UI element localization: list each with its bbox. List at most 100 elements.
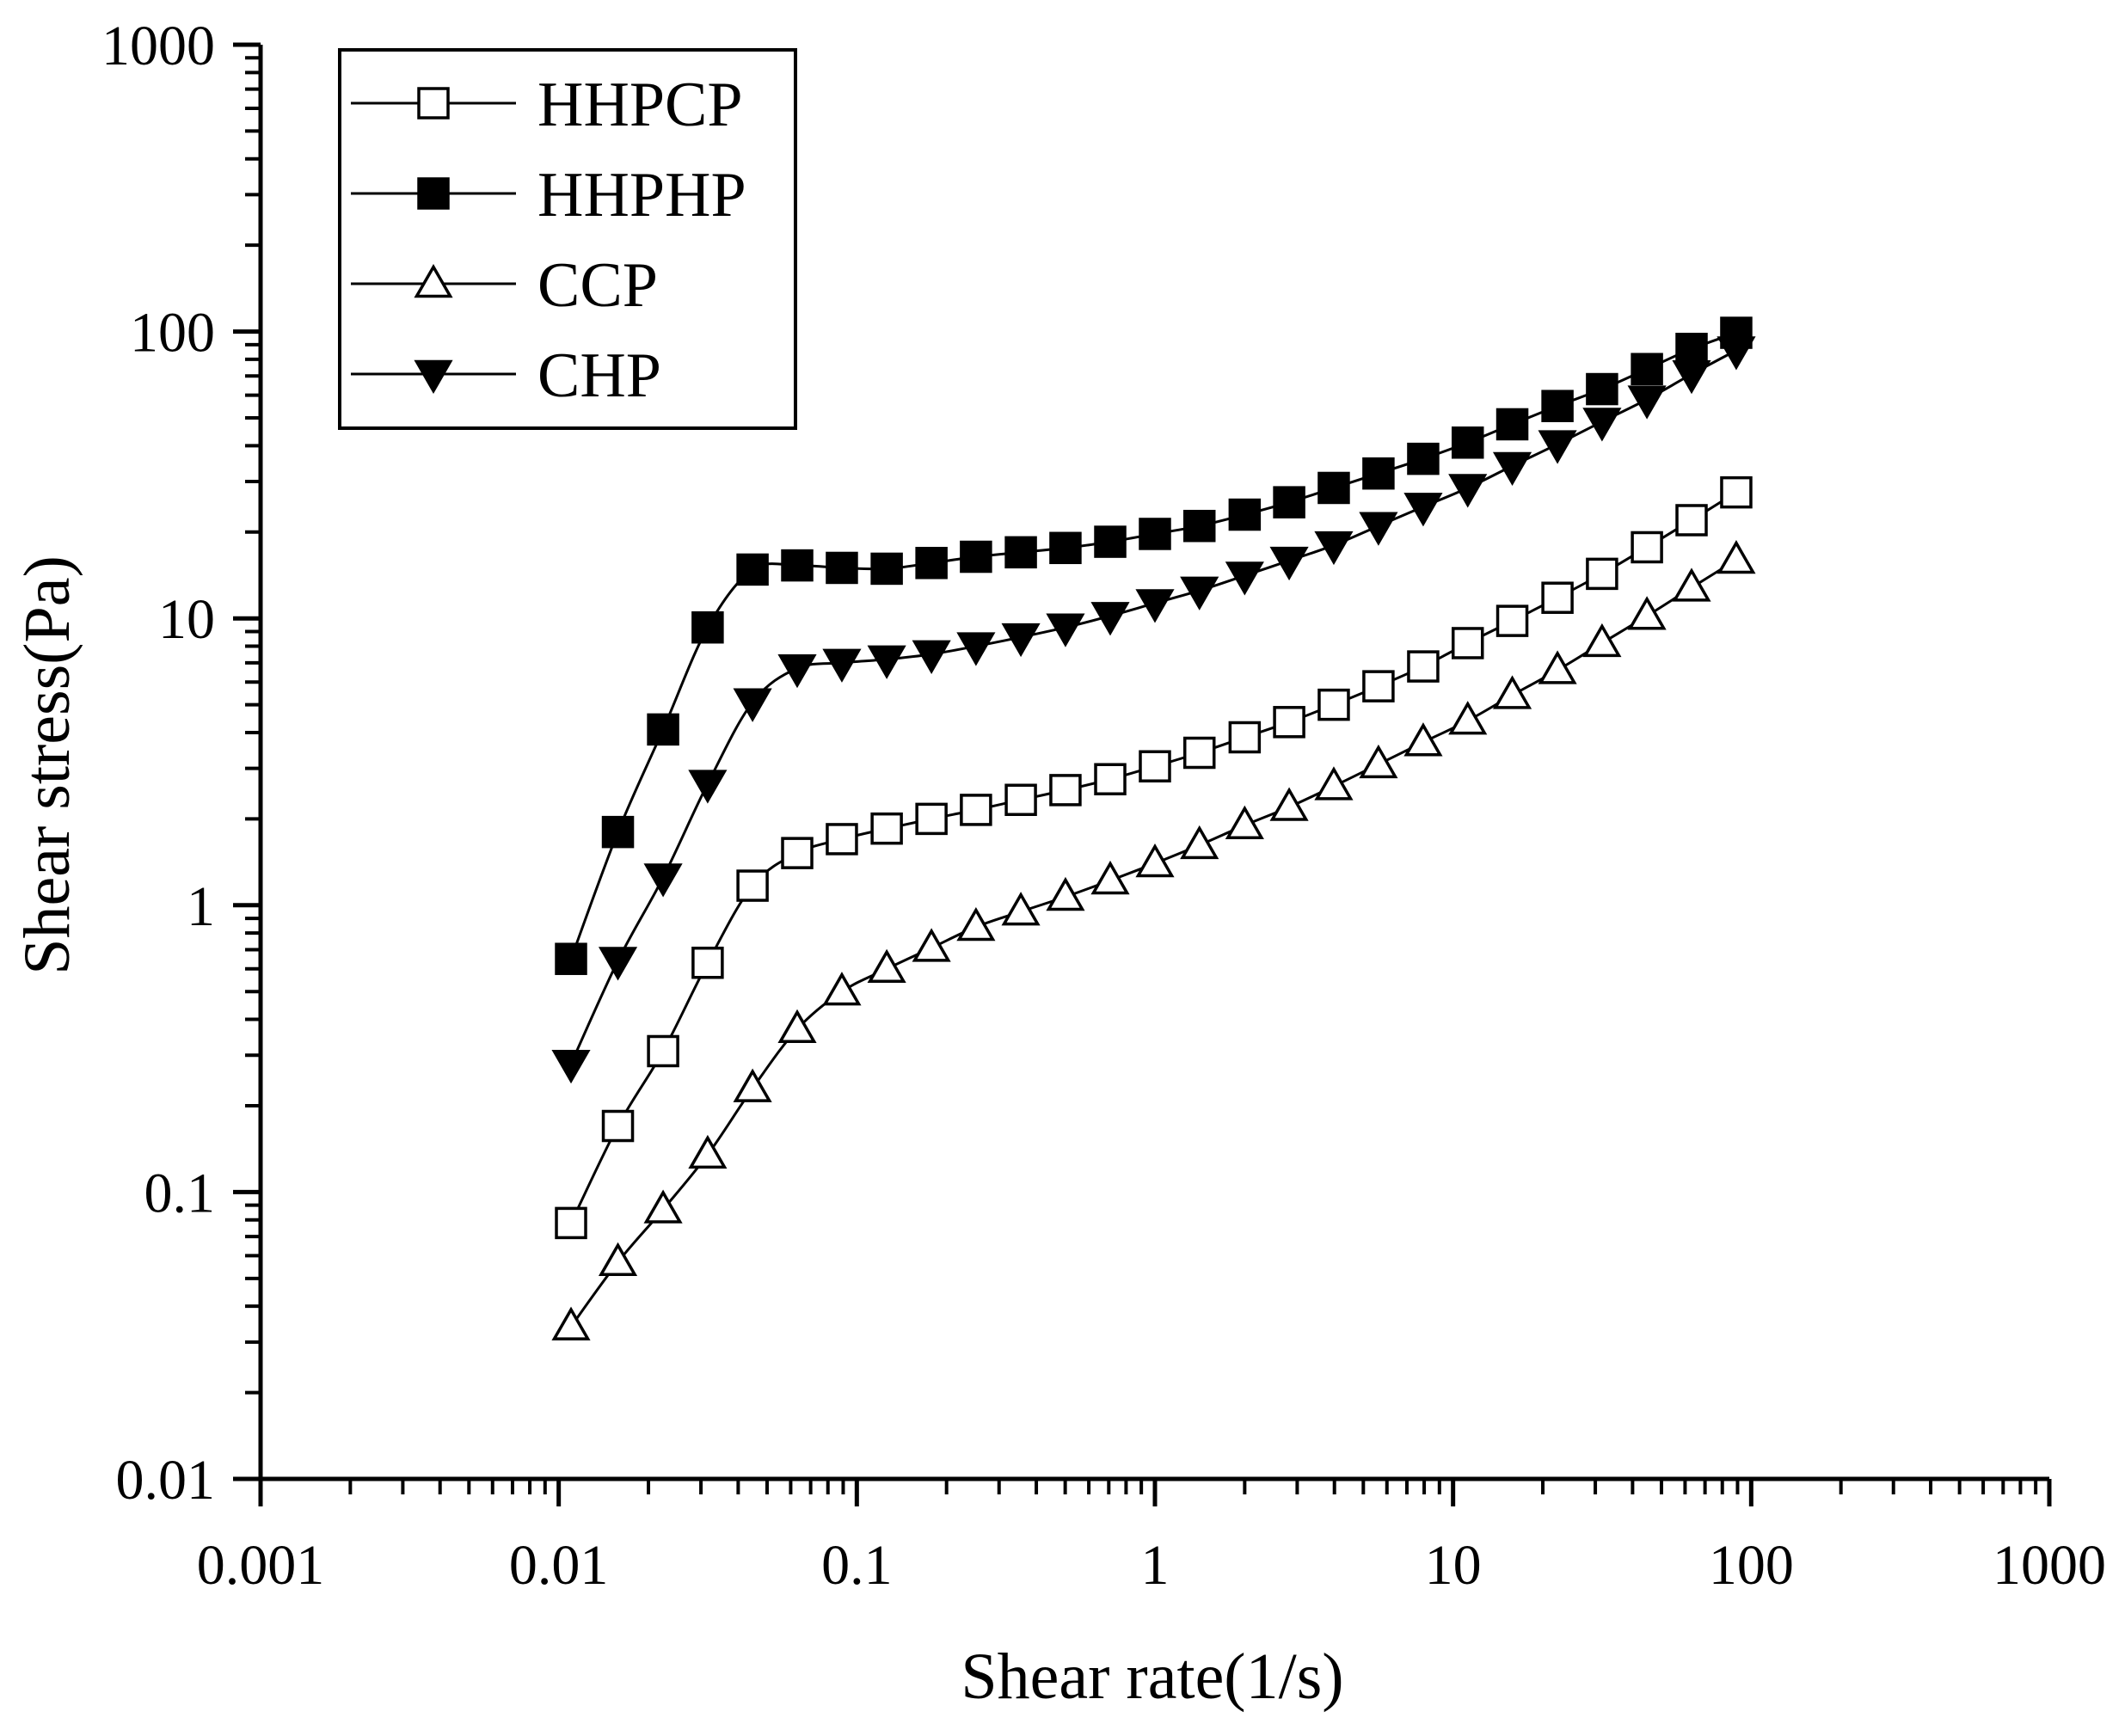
data-point-chp: [1001, 623, 1041, 658]
data-point-hhphp: [1049, 531, 1082, 565]
x-tick-label: 100: [1709, 1534, 1794, 1597]
data-point-hhphp: [691, 610, 724, 644]
data-point-hhphp: [870, 552, 903, 586]
data-point-hhphp: [960, 540, 992, 574]
data-point-chp: [1180, 576, 1219, 610]
data-point-hhphp: [1495, 408, 1529, 441]
data-point-ccp: [1582, 623, 1622, 658]
data-point-hhpcp: [960, 794, 992, 826]
data-point-chp: [1403, 493, 1443, 527]
data-point-hhphp: [601, 815, 635, 849]
data-point-hhpcp: [1049, 774, 1082, 807]
data-point-chp: [1582, 408, 1622, 442]
data-point-ccp: [956, 906, 996, 942]
data-point-hhphp: [1451, 426, 1484, 459]
data-point-hhphp: [1407, 442, 1440, 475]
x-tick-label: 1000: [1993, 1534, 2106, 1597]
data-point-chp: [643, 863, 683, 898]
data-point-ccp: [1046, 876, 1085, 911]
data-point-ccp: [1672, 567, 1711, 602]
data-point-hhpcp: [736, 869, 769, 902]
y-tick-label: 0.01: [116, 1449, 216, 1512]
legend-label-chp: CHP: [537, 340, 661, 411]
data-point-hhpcp: [1451, 627, 1484, 659]
data-point-hhphp: [647, 713, 679, 746]
tick-labels: 0.001 0.01 0.1 1 10 100 1000 0.01 0.1 1 10 100 1000: [101, 15, 2106, 1597]
y-tick-label: 10: [158, 588, 215, 651]
data-point-chp: [1314, 531, 1354, 566]
data-point-hhpcp: [826, 823, 858, 856]
y-axis-title: Shear stress(Pa): [11, 555, 83, 975]
legend-marker-chp: [414, 359, 453, 395]
data-point-hhpcp: [1495, 604, 1529, 637]
x-tick-label: 0.01: [509, 1534, 609, 1597]
data-point-chp: [867, 645, 906, 679]
data-point-ccp: [1090, 860, 1130, 895]
data-point-chp: [1627, 385, 1667, 420]
data-point-ccp: [1717, 540, 1756, 574]
data-point-hhpcp: [1586, 557, 1618, 591]
data-point-ccp: [777, 1009, 817, 1044]
data-point-ccp: [1135, 843, 1175, 878]
data-point-hhpcp: [555, 1206, 587, 1240]
data-point-ccp: [1448, 701, 1488, 735]
data-point-ccp: [598, 1242, 638, 1277]
data-point-chp: [598, 947, 638, 981]
series-points-ccp: [551, 540, 1756, 1340]
data-point-hhpcp: [870, 812, 903, 845]
data-point-hhpcp: [1182, 736, 1216, 770]
data-point-hhpcp: [781, 837, 814, 869]
data-point-hhpcp: [915, 802, 948, 836]
data-point-hhpcp: [1228, 721, 1262, 754]
data-point-ccp: [1492, 675, 1532, 709]
data-point-hhphp: [1586, 372, 1618, 406]
data-point-hhpcp: [1273, 706, 1305, 739]
data-point-hhpcp: [1004, 783, 1037, 817]
data-point-hhpcp: [1720, 475, 1753, 509]
data-point-hhphp: [1631, 353, 1663, 385]
data-point-chp: [1448, 474, 1488, 508]
series-markers: [551, 316, 1756, 1340]
data-point-chp: [1672, 360, 1711, 395]
data-point-ccp: [733, 1068, 772, 1102]
data-point-hhphp: [1094, 525, 1127, 558]
data-point-chp: [956, 632, 996, 666]
data-point-chp: [1492, 451, 1532, 486]
data-point-hhpcp: [1541, 581, 1574, 614]
data-point-ccp: [1180, 825, 1219, 860]
data-point-hhpcp: [691, 946, 724, 979]
data-point-hhpcp: [1139, 750, 1171, 782]
data-point-hhphp: [555, 942, 587, 975]
data-point-ccp: [1403, 722, 1443, 757]
data-point-chp: [1269, 546, 1309, 581]
data-point-chp: [777, 654, 817, 689]
legend-box: [338, 48, 797, 430]
axis-ticks: [233, 42, 2052, 1506]
data-point-hhpcp: [1094, 763, 1127, 795]
legend-marker-hhpcp: [417, 87, 450, 120]
legend-marker-hhphp: [417, 177, 450, 210]
data-point-hhphp: [1228, 498, 1262, 531]
data-point-hhpcp: [601, 1109, 635, 1143]
data-point-ccp: [1225, 805, 1264, 840]
y-tick-label: 1000: [101, 15, 215, 77]
data-point-hhphp: [1362, 457, 1395, 490]
data-point-chp: [551, 1050, 591, 1084]
series-points-chp: [551, 336, 1756, 1084]
data-point-chp: [688, 770, 728, 804]
data-point-ccp: [1269, 787, 1309, 821]
data-point-hhpcp: [1362, 670, 1395, 702]
data-point-hhphp: [1541, 390, 1574, 422]
data-point-hhphp: [915, 547, 948, 580]
data-point-ccp: [643, 1189, 683, 1224]
data-point-hhpcp: [1675, 504, 1708, 537]
legend-label-hhpcp: HHPCP: [537, 70, 743, 140]
data-point-hhpcp: [1407, 650, 1440, 683]
data-point-hhpcp: [647, 1034, 679, 1068]
data-point-ccp: [1627, 596, 1667, 630]
legend: HHPCP HHPHP CCP CHP: [338, 48, 797, 430]
data-point-hhphp: [1273, 486, 1305, 518]
data-point-chp: [1046, 613, 1085, 647]
data-point-ccp: [822, 972, 862, 1006]
